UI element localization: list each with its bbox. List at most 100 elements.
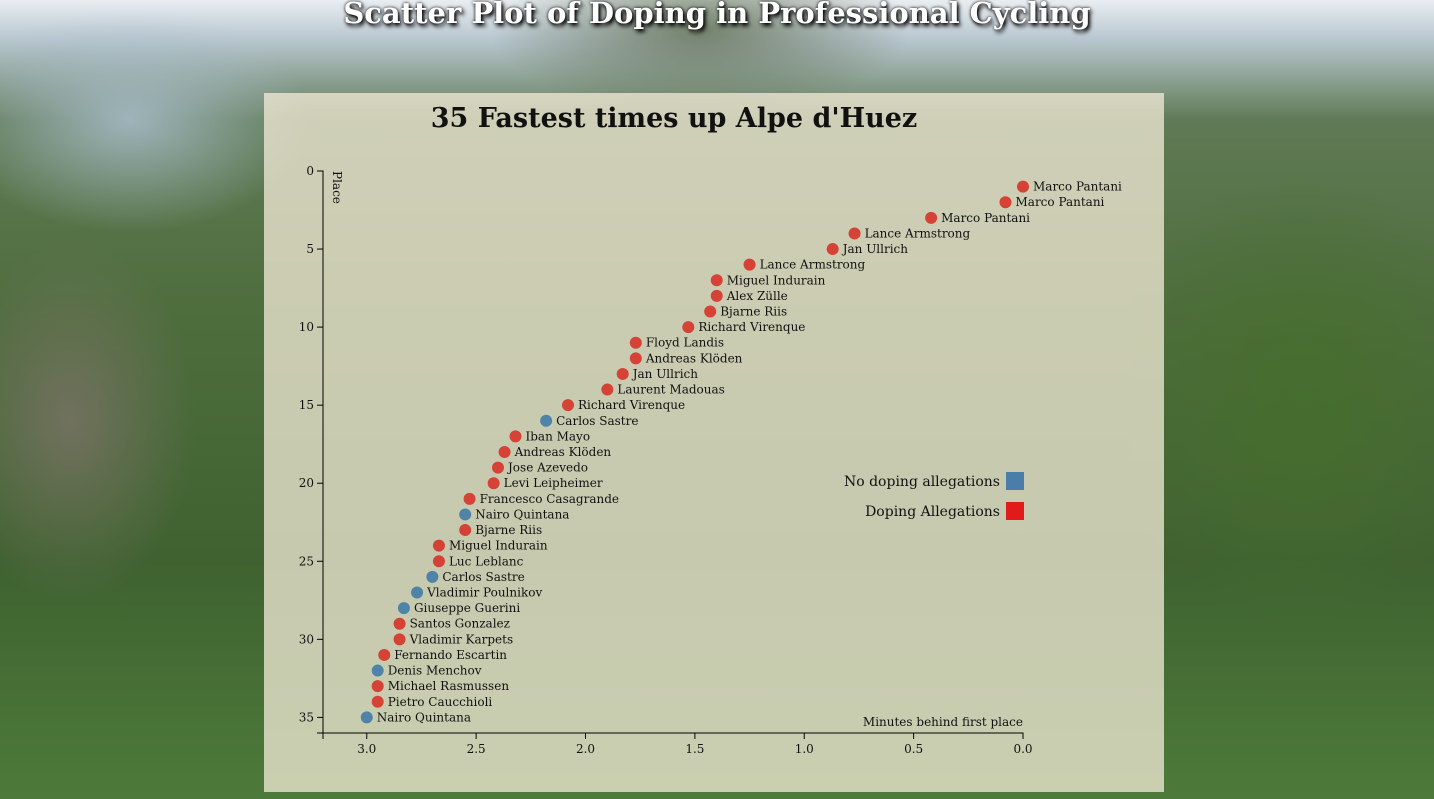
data-point <box>826 243 839 256</box>
x-tick-label: 2.5 <box>467 742 486 756</box>
x-tick-label: 2.0 <box>576 742 595 756</box>
data-point <box>378 648 391 661</box>
data-point-label: Jose Azevedo <box>506 461 588 475</box>
y-tick-label: 35 <box>299 710 314 724</box>
data-point <box>371 680 384 693</box>
data-point <box>925 211 938 224</box>
data-point-label: Carlos Sastre <box>556 414 638 428</box>
x-axis-line <box>322 732 1024 739</box>
data-point-label: Marco Pantani <box>1033 180 1122 194</box>
y-axis: 0 5 10 15 20 25 30 35 <box>299 164 324 734</box>
data-point-label: Lance Armstrong <box>760 258 866 272</box>
data-point <box>743 258 756 271</box>
chart-title: 35 Fastest times up Alpe d'Huez <box>430 103 918 134</box>
data-point <box>999 196 1012 209</box>
data-point-label: Miguel Indurain <box>449 539 548 553</box>
x-tick-label: 1.5 <box>685 742 704 756</box>
data-point <box>629 352 642 365</box>
data-point <box>393 633 406 646</box>
data-point-label: Vladimir Karpets <box>409 632 514 646</box>
data-point-label: Floyd Landis <box>646 336 724 350</box>
legend-label: No doping allegations <box>844 474 1000 490</box>
data-point <box>710 274 723 287</box>
page-title: Scatter Plot of Doping in Professional C… <box>343 0 1091 30</box>
data-point-label: Luc Leblanc <box>449 554 524 568</box>
data-point <box>459 508 472 521</box>
data-point <box>616 367 629 380</box>
data-point-label: Jan Ullrich <box>631 367 699 381</box>
data-point-label: Michael Rasmussen <box>388 679 510 693</box>
data-point <box>360 711 373 724</box>
data-point-label: Pietro Caucchioli <box>388 695 493 709</box>
data-point <box>463 492 476 505</box>
legend-label: Doping Allegations <box>865 504 1000 520</box>
x-axis-label: Minutes behind first place <box>863 715 1023 729</box>
data-point-label: Vladimir Poulnikov <box>426 586 542 600</box>
data-point-label: Nairo Quintana <box>377 710 471 724</box>
data-point-label: Bjarne Riis <box>720 305 787 319</box>
data-point-label: Nairo Quintana <box>475 507 569 521</box>
data-point-label: Jan Ullrich <box>841 242 909 256</box>
data-point <box>459 524 472 537</box>
data-point-label: Marco Pantani <box>1016 195 1105 209</box>
data-point <box>432 555 445 568</box>
data-point-label: Carlos Sastre <box>442 570 524 584</box>
data-point-label: Levi Leipheimer <box>504 476 603 490</box>
data-point-label: Richard Virenque <box>698 320 805 334</box>
x-tick-label: 3.0 <box>357 742 376 756</box>
data-point <box>426 570 439 583</box>
data-point <box>492 461 504 474</box>
data-point-label: Andreas Klöden <box>645 351 743 365</box>
data-point-label: Denis Menchov <box>388 664 482 678</box>
data-point <box>682 321 695 334</box>
data-point <box>371 664 384 677</box>
data-point <box>562 399 574 412</box>
data-point <box>487 477 500 490</box>
x-tick-label: 0.5 <box>904 742 923 756</box>
legend-swatch <box>1006 472 1024 490</box>
y-tick-label: 25 <box>299 554 314 568</box>
data-point <box>601 383 614 396</box>
data-point <box>710 289 723 302</box>
x-tick-label: 1.0 <box>795 742 814 756</box>
data-point-label: Lance Armstrong <box>865 226 971 240</box>
data-point <box>371 695 384 708</box>
data-point <box>498 446 511 458</box>
y-axis-line <box>317 170 324 734</box>
data-point-label: Bjarne Riis <box>475 523 542 537</box>
data-point-label: Francesco Casagrande <box>480 492 619 506</box>
data-point-label: Richard Virenque <box>578 398 685 412</box>
data-point <box>704 305 717 318</box>
data-point-label: Santos Gonzalez <box>410 617 510 631</box>
y-tick-label: 15 <box>299 398 314 412</box>
data-point <box>432 539 445 552</box>
y-tick-label: 10 <box>299 320 314 334</box>
chart-panel: 35 Fastest times up Alpe d'Huez 0 5 10 15 20… <box>264 93 1164 792</box>
y-tick-label: 5 <box>306 242 314 256</box>
data-point <box>540 414 553 427</box>
data-point-label: Miguel Indurain <box>727 273 826 287</box>
data-point <box>397 602 410 615</box>
data-point-label: Iban Mayo <box>526 429 591 443</box>
y-axis-label: Place <box>330 171 344 204</box>
legend-swatch <box>1006 502 1024 520</box>
data-point <box>848 227 861 240</box>
y-tick-label: 20 <box>299 476 314 490</box>
data-point <box>1017 180 1029 193</box>
data-point-label: Giuseppe Guerini <box>414 601 520 615</box>
legend: No doping allegations Doping Allegations <box>844 472 1024 520</box>
data-point <box>411 586 424 599</box>
data-point <box>629 336 642 349</box>
data-point-label: Fernando Escartin <box>394 648 507 662</box>
data-point-label: Andreas Klöden <box>514 445 612 459</box>
x-axis: 3.0 2.5 2.0 1.5 1.0 0.5 0.0 <box>322 732 1033 756</box>
data-point <box>509 430 522 443</box>
x-tick-label: 0.0 <box>1013 742 1032 756</box>
data-point-label: Laurent Madouas <box>617 383 724 397</box>
data-point <box>393 617 406 630</box>
y-tick-label: 30 <box>299 632 314 646</box>
data-point-label: Marco Pantani <box>941 211 1030 225</box>
data-point-label: Alex Zülle <box>726 289 788 303</box>
y-tick-label: 0 <box>306 164 314 178</box>
